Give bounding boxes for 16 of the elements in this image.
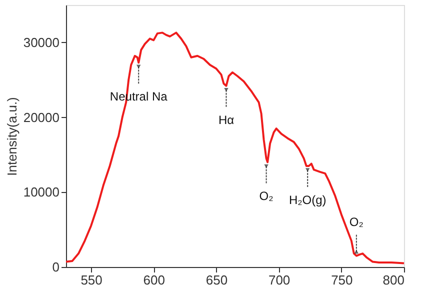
x-tick-label: 800 [382, 272, 404, 288]
x-tick-label: 600 [143, 272, 165, 288]
x-tick-label: 550 [80, 272, 102, 288]
y-axis-title: Intensity(a.u.) [4, 97, 20, 176]
y-tick-label: 20000 [23, 110, 60, 125]
y-tick-label: 0 [52, 260, 60, 274]
annotation: O₂ [259, 189, 274, 204]
y-tick-label: 30000 [23, 34, 60, 50]
x-tick-label: 700 [268, 272, 290, 288]
x-tick-label: 650 [206, 272, 228, 288]
y-tick-label: 10000 [23, 184, 60, 200]
annotation: O₂ [349, 214, 364, 229]
line-series [65, 32, 405, 264]
annotation: H₂O(g) [288, 192, 326, 207]
x-tick-label: 750 [331, 272, 353, 288]
annotation: Hα [218, 112, 234, 127]
